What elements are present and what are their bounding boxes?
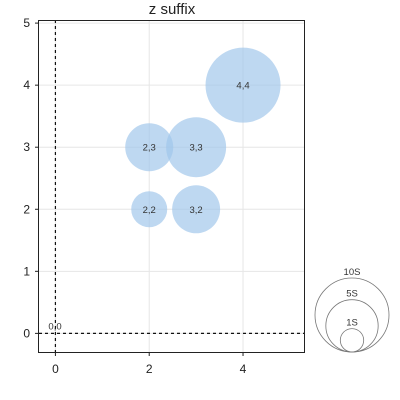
plot-frame xyxy=(38,20,305,353)
legend-label: 1S xyxy=(346,318,358,329)
legend-label: 10S xyxy=(344,267,361,278)
reference-point-label: 0,0 xyxy=(48,321,61,332)
y-tick-label: 4 xyxy=(23,78,30,92)
y-tick-label: 2 xyxy=(23,202,30,216)
bubble-label: 4,4 xyxy=(236,81,249,92)
y-tick-label: 3 xyxy=(23,140,30,154)
y-tick-label: 1 xyxy=(23,264,30,278)
bubble xyxy=(166,117,227,178)
bubble xyxy=(131,191,168,228)
bubble-label: 2,2 xyxy=(143,205,156,216)
y-axis-ticks: 0 1 2 3 4 5 xyxy=(23,16,39,340)
bubble xyxy=(125,123,174,172)
y-tick-label: 5 xyxy=(23,16,30,30)
x-axis-ticks: 0 2 4 xyxy=(52,352,247,376)
bubble-label: 3,3 xyxy=(190,143,203,154)
size-legend: 10S 5S 1S xyxy=(314,267,390,353)
chart-title: z suffix xyxy=(149,1,196,18)
bubble xyxy=(172,185,221,234)
bubble-label: 2,3 xyxy=(143,143,156,154)
bubbles xyxy=(125,47,281,234)
legend-circle xyxy=(339,328,365,353)
reference-lines: 0,0 xyxy=(39,20,304,352)
y-tick-label: 0 xyxy=(23,326,30,340)
bubble xyxy=(205,47,281,123)
x-tick-label: 2 xyxy=(146,362,153,376)
x-tick-label: 4 xyxy=(240,362,247,376)
legend-label: 5S xyxy=(346,289,358,300)
bubble-label: 3,2 xyxy=(190,205,203,216)
x-tick-label: 0 xyxy=(52,362,59,376)
bubble-labels: 2,2 3,2 2,3 3,3 4,4 xyxy=(143,81,250,216)
